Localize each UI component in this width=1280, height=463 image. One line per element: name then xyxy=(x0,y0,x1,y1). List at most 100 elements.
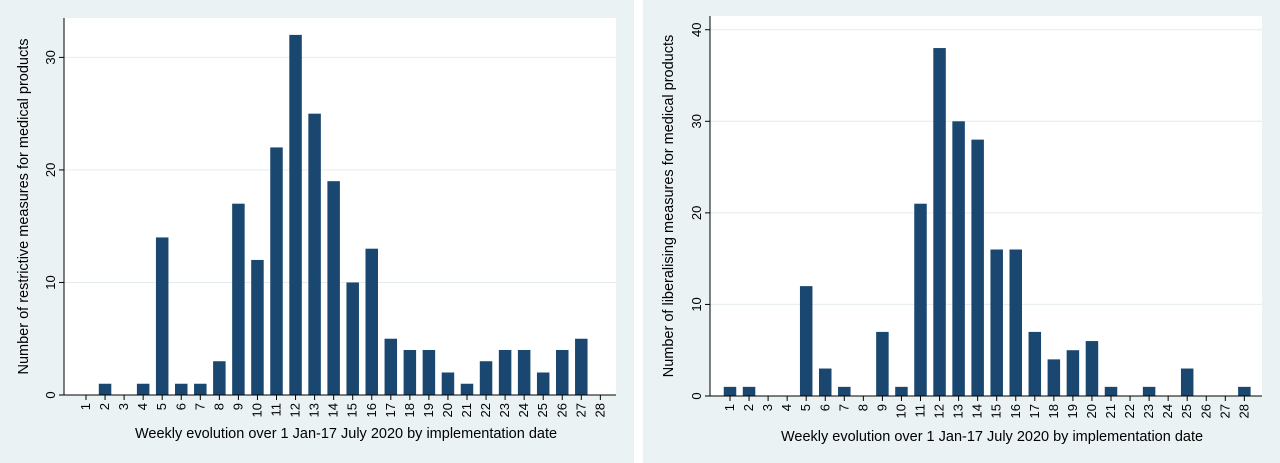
bar-week-14 xyxy=(971,139,984,397)
x-tick-label: 21 xyxy=(1103,404,1118,418)
x-tick-label: 16 xyxy=(364,403,379,417)
x-tick-label: 25 xyxy=(535,403,550,417)
bar-week-19 xyxy=(1066,350,1080,396)
x-tick-label: 8 xyxy=(211,403,226,410)
y-tick-label: 30 xyxy=(689,114,704,128)
x-tick-label: 23 xyxy=(497,403,512,417)
x-axis-title: Weekly evolution over 1 Jan-17 July 2020… xyxy=(781,429,1203,445)
x-tick-label: 14 xyxy=(326,403,341,417)
x-tick-label: 15 xyxy=(345,403,360,417)
x-tick-label: 12 xyxy=(288,403,303,417)
x-tick-label: 10 xyxy=(249,403,264,417)
y-tick-label: 30 xyxy=(43,50,58,64)
bar-week-5 xyxy=(799,286,813,396)
liberalising-measures-chart-panel: 0 10 20 30 40 1 2 3 4 5 6 7 8 9 10 11 12 13 14 15 16 17 18 19 20… xyxy=(643,0,1280,463)
x-tick-label: 9 xyxy=(230,403,245,410)
x-tick-label: 4 xyxy=(135,403,150,410)
bar-week-15 xyxy=(346,282,359,395)
bar-week-24 xyxy=(517,349,531,395)
x-tick-label: 17 xyxy=(383,403,398,417)
x-tick-label: 23 xyxy=(1141,404,1156,418)
bar-week-11 xyxy=(270,147,283,395)
x-tick-label: 22 xyxy=(478,403,493,417)
bar-week-12 xyxy=(933,48,946,397)
bar-week-13 xyxy=(308,113,321,396)
bar-week-7 xyxy=(194,383,207,395)
x-tick-label: 4 xyxy=(779,404,794,411)
x-tick-label: 25 xyxy=(1179,404,1194,418)
bar-week-2 xyxy=(742,386,756,396)
plot-area xyxy=(710,16,1262,396)
x-axis-title: Weekly evolution over 1 Jan-17 July 2020… xyxy=(135,426,557,442)
bar-week-6 xyxy=(175,383,188,395)
x-tick-label: 24 xyxy=(1160,404,1175,418)
bar-week-16 xyxy=(365,248,378,395)
x-tick-label: 14 xyxy=(970,404,985,418)
x-tick-label: 26 xyxy=(554,403,569,417)
bar-week-9 xyxy=(876,331,889,396)
bar-week-22 xyxy=(479,361,493,395)
bar-week-21 xyxy=(460,383,474,395)
bar-week-18 xyxy=(403,349,417,395)
bar-week-1 xyxy=(723,386,737,396)
bar-week-16 xyxy=(1009,249,1022,396)
bar-week-9 xyxy=(232,203,245,395)
x-tick-label: 21 xyxy=(459,403,474,417)
x-tick-label: 2 xyxy=(97,403,112,410)
x-tick-label: 11 xyxy=(269,403,284,417)
bar-week-20 xyxy=(1085,341,1099,396)
x-tick-label: 7 xyxy=(836,404,851,411)
bar-week-11 xyxy=(914,203,927,396)
x-tick-label: 28 xyxy=(592,403,607,417)
bar-week-25 xyxy=(536,372,550,395)
x-tick-label: 7 xyxy=(192,403,207,410)
bar-week-21 xyxy=(1104,386,1118,396)
bar-week-8 xyxy=(213,361,226,395)
y-tick-label: 10 xyxy=(43,275,58,289)
x-tick-label: 18 xyxy=(1046,404,1061,418)
x-tick-label: 15 xyxy=(989,404,1004,418)
bar-week-10 xyxy=(251,259,264,395)
x-tick-label: 3 xyxy=(760,404,775,411)
bar-week-15 xyxy=(990,249,1003,396)
y-tick-label: 0 xyxy=(43,391,58,398)
x-tick-label: 27 xyxy=(1217,404,1232,418)
bar-week-23 xyxy=(498,349,512,395)
x-tick-label: 26 xyxy=(1198,404,1213,418)
y-axis-title: Number of liberalising measures for medi… xyxy=(661,35,677,378)
bar-week-26 xyxy=(556,349,569,395)
bar-week-17 xyxy=(1028,331,1042,396)
x-tick-label: 6 xyxy=(173,403,188,410)
bar-week-20 xyxy=(441,372,455,395)
x-tick-label: 20 xyxy=(440,403,455,417)
x-tick-label: 13 xyxy=(307,403,322,417)
bar-week-18 xyxy=(1047,359,1061,396)
x-tick-label: 2 xyxy=(741,404,756,411)
y-tick-label: 20 xyxy=(689,206,704,220)
x-tick-label: 16 xyxy=(1008,404,1023,418)
x-tick-label: 18 xyxy=(402,403,417,417)
x-tick-label: 8 xyxy=(855,404,870,411)
y-tick-label: 20 xyxy=(43,163,58,177)
x-tick-label: 20 xyxy=(1084,404,1099,418)
bar-week-25 xyxy=(1180,368,1194,396)
x-tick-label: 1 xyxy=(722,404,737,411)
x-tick-label: 5 xyxy=(154,403,169,410)
bar-week-19 xyxy=(422,349,436,395)
restrictive-measures-chart-panel: 0 10 20 30 1 2 3 4 5 6 7 8 9 10 11 12 13 14 15 16 17 18 19 20 21… xyxy=(0,0,634,463)
x-tick-label: 19 xyxy=(1065,404,1080,418)
x-tick-label: 24 xyxy=(516,403,531,417)
x-tick-label: 6 xyxy=(817,404,832,411)
bar-week-12 xyxy=(289,34,302,396)
x-tick-label: 19 xyxy=(421,403,436,417)
x-tick-label: 5 xyxy=(798,404,813,411)
y-tick-label: 0 xyxy=(689,392,704,399)
bar-week-7 xyxy=(838,386,851,396)
x-tick-label: 12 xyxy=(932,404,947,418)
bar-week-17 xyxy=(384,338,398,395)
plot-area xyxy=(64,18,616,395)
bar-week-4 xyxy=(136,383,150,395)
x-tick-label: 13 xyxy=(951,404,966,418)
